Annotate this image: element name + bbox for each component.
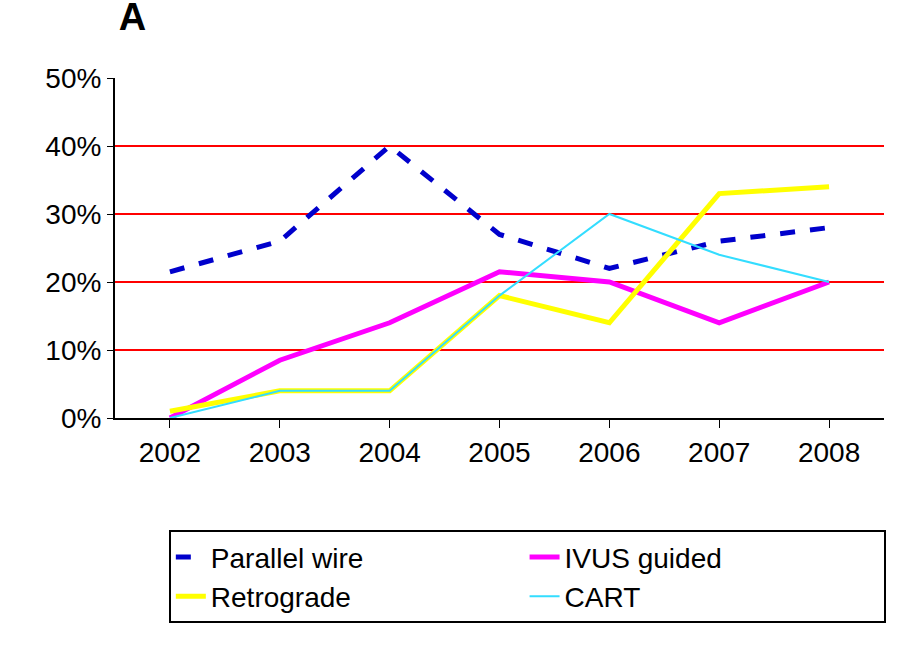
svg-text:20%: 20% bbox=[45, 267, 101, 298]
svg-text:IVUS guided: IVUS guided bbox=[565, 543, 722, 574]
svg-text:30%: 30% bbox=[45, 199, 101, 230]
svg-text:CART: CART bbox=[565, 582, 641, 613]
svg-text:2003: 2003 bbox=[249, 437, 311, 468]
svg-text:A: A bbox=[119, 0, 146, 38]
svg-text:50%: 50% bbox=[45, 63, 101, 94]
svg-text:0%: 0% bbox=[61, 403, 101, 434]
svg-text:2004: 2004 bbox=[358, 437, 420, 468]
svg-text:2007: 2007 bbox=[688, 437, 750, 468]
svg-text:10%: 10% bbox=[45, 335, 101, 366]
svg-text:2002: 2002 bbox=[139, 437, 201, 468]
svg-text:2005: 2005 bbox=[468, 437, 530, 468]
svg-text:Parallel wire: Parallel wire bbox=[211, 543, 364, 574]
svg-text:2008: 2008 bbox=[798, 437, 860, 468]
svg-text:Retrograde: Retrograde bbox=[211, 582, 351, 613]
svg-text:40%: 40% bbox=[45, 131, 101, 162]
svg-text:2006: 2006 bbox=[578, 437, 640, 468]
